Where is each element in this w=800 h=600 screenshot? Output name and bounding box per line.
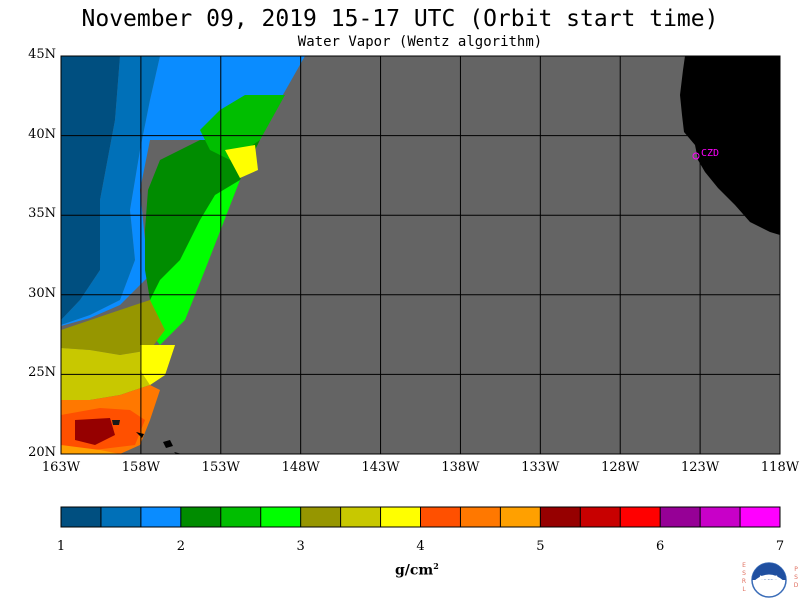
station-marker-circle: [692, 152, 700, 160]
colorbar-swatch: [580, 507, 621, 527]
lon-label: 133W: [521, 460, 560, 475]
swath-band-14: [225, 145, 258, 178]
lon-label: 123W: [681, 460, 720, 475]
colorbar: [60, 506, 781, 528]
colorbar-unit: g/cm2: [395, 561, 439, 579]
colorbar-swatch: [61, 507, 102, 527]
colorbar-swatch: [740, 507, 781, 527]
lon-label: 158W: [121, 460, 160, 475]
page-title: November 09, 2019 15-17 UTC (Orbit start…: [81, 6, 719, 32]
colorbar-tick-label: 7: [775, 539, 785, 554]
colorbar-swatch: [100, 507, 142, 527]
lat-label: 35N: [28, 206, 56, 222]
colorbar-swatch: [220, 507, 262, 527]
colorbar-unit-exponent: 2: [433, 561, 439, 571]
colorbar-tick-label: 4: [416, 539, 425, 554]
colorbar-swatch: [620, 507, 661, 527]
swath-band-13: [61, 445, 120, 454]
lat-label: 25N: [28, 365, 56, 381]
colorbar-swatch: [420, 507, 461, 527]
map-grid: [61, 56, 780, 454]
colorbar-swatch: [460, 507, 501, 527]
colorbar-tick-label: 3: [296, 539, 305, 554]
colorbar-swatch: [260, 507, 302, 527]
lat-label: 30N: [28, 285, 56, 301]
colorbar-swatch: [180, 507, 222, 527]
colorbar-frame: [60, 506, 781, 528]
hawaii-island-3: [136, 432, 144, 438]
colorbar-tick-label: 1: [56, 539, 66, 554]
colorbar-swatch: [300, 507, 342, 527]
colorbar-tick-label: 2: [176, 539, 185, 554]
noaa-emblem: NOAA: [751, 562, 787, 598]
colorbar-unit-text: g/cm: [395, 562, 434, 579]
colorbar-swatch: [140, 507, 182, 527]
north-america-landmass: [680, 56, 780, 235]
lat-label: 40N: [28, 126, 56, 142]
colorbar-swatch: [500, 507, 541, 527]
lon-label: 138W: [441, 460, 480, 475]
colorbar-swatch: [380, 507, 421, 527]
swath-band-1: [61, 56, 120, 320]
map-field: [61, 56, 780, 454]
colorbar-swatch: [540, 507, 581, 527]
swath-band-12: [75, 418, 115, 445]
lon-label: 143W: [361, 460, 400, 475]
lon-label: 118W: [760, 460, 800, 475]
swath-band-7: [61, 300, 165, 355]
colorbar-tick-label: 5: [536, 539, 545, 554]
swath-band-2: [61, 56, 160, 325]
noaa-text: NOAA: [759, 575, 779, 582]
station-marker: CZD: [692, 148, 719, 160]
colorbar-swatch: [340, 507, 382, 527]
lon-label: 128W: [601, 460, 640, 475]
station-label: CZD: [701, 148, 719, 159]
lat-label: 45N: [28, 47, 56, 62]
lon-label: 148W: [281, 460, 320, 475]
colorbar-tick-label: 6: [656, 539, 665, 554]
colorbar-swatch: [700, 507, 741, 527]
swath-band-6: [140, 180, 240, 345]
map-frame: [60, 55, 781, 455]
lon-label: 153W: [201, 460, 240, 475]
lon-label: 163W: [41, 460, 81, 475]
page-subtitle: Water Vapor (Wentz algorithm): [297, 34, 543, 50]
colorbar-swatch: [660, 507, 701, 527]
hawaii-island-4: [112, 420, 120, 425]
hawaii-island-1: [163, 440, 173, 448]
lat-label: 20N: [28, 445, 56, 460]
swath-band-9: [140, 345, 175, 385]
